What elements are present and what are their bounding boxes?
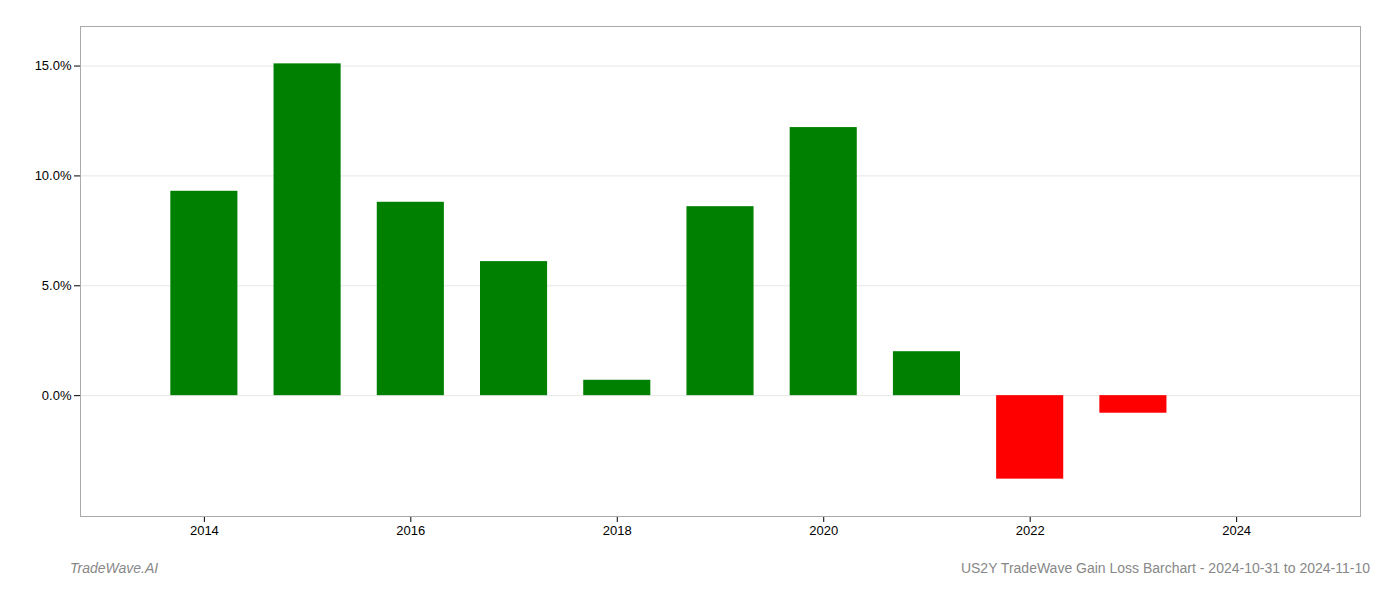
svg-text:2018: 2018 [603,523,632,538]
svg-text:2016: 2016 [396,523,425,538]
svg-text:5.0%: 5.0% [42,278,72,293]
svg-text:2022: 2022 [1016,523,1045,538]
html-text:US2Y TradeWave Gain Loss Barch: US2Y TradeWave Gain Loss Barchart - 2024… [960,560,1370,576]
svg-text:15.0%: 15.0% [35,58,72,73]
svg-text:0.0%: 0.0% [42,388,72,403]
svg-text:2024: 2024 [1222,523,1251,538]
svg-text:2020: 2020 [809,523,838,538]
svg-text:10.0%: 10.0% [35,168,72,183]
svg-text:2014: 2014 [190,523,219,538]
html-text:TradeWave.AI: TradeWave.AI [70,560,159,576]
